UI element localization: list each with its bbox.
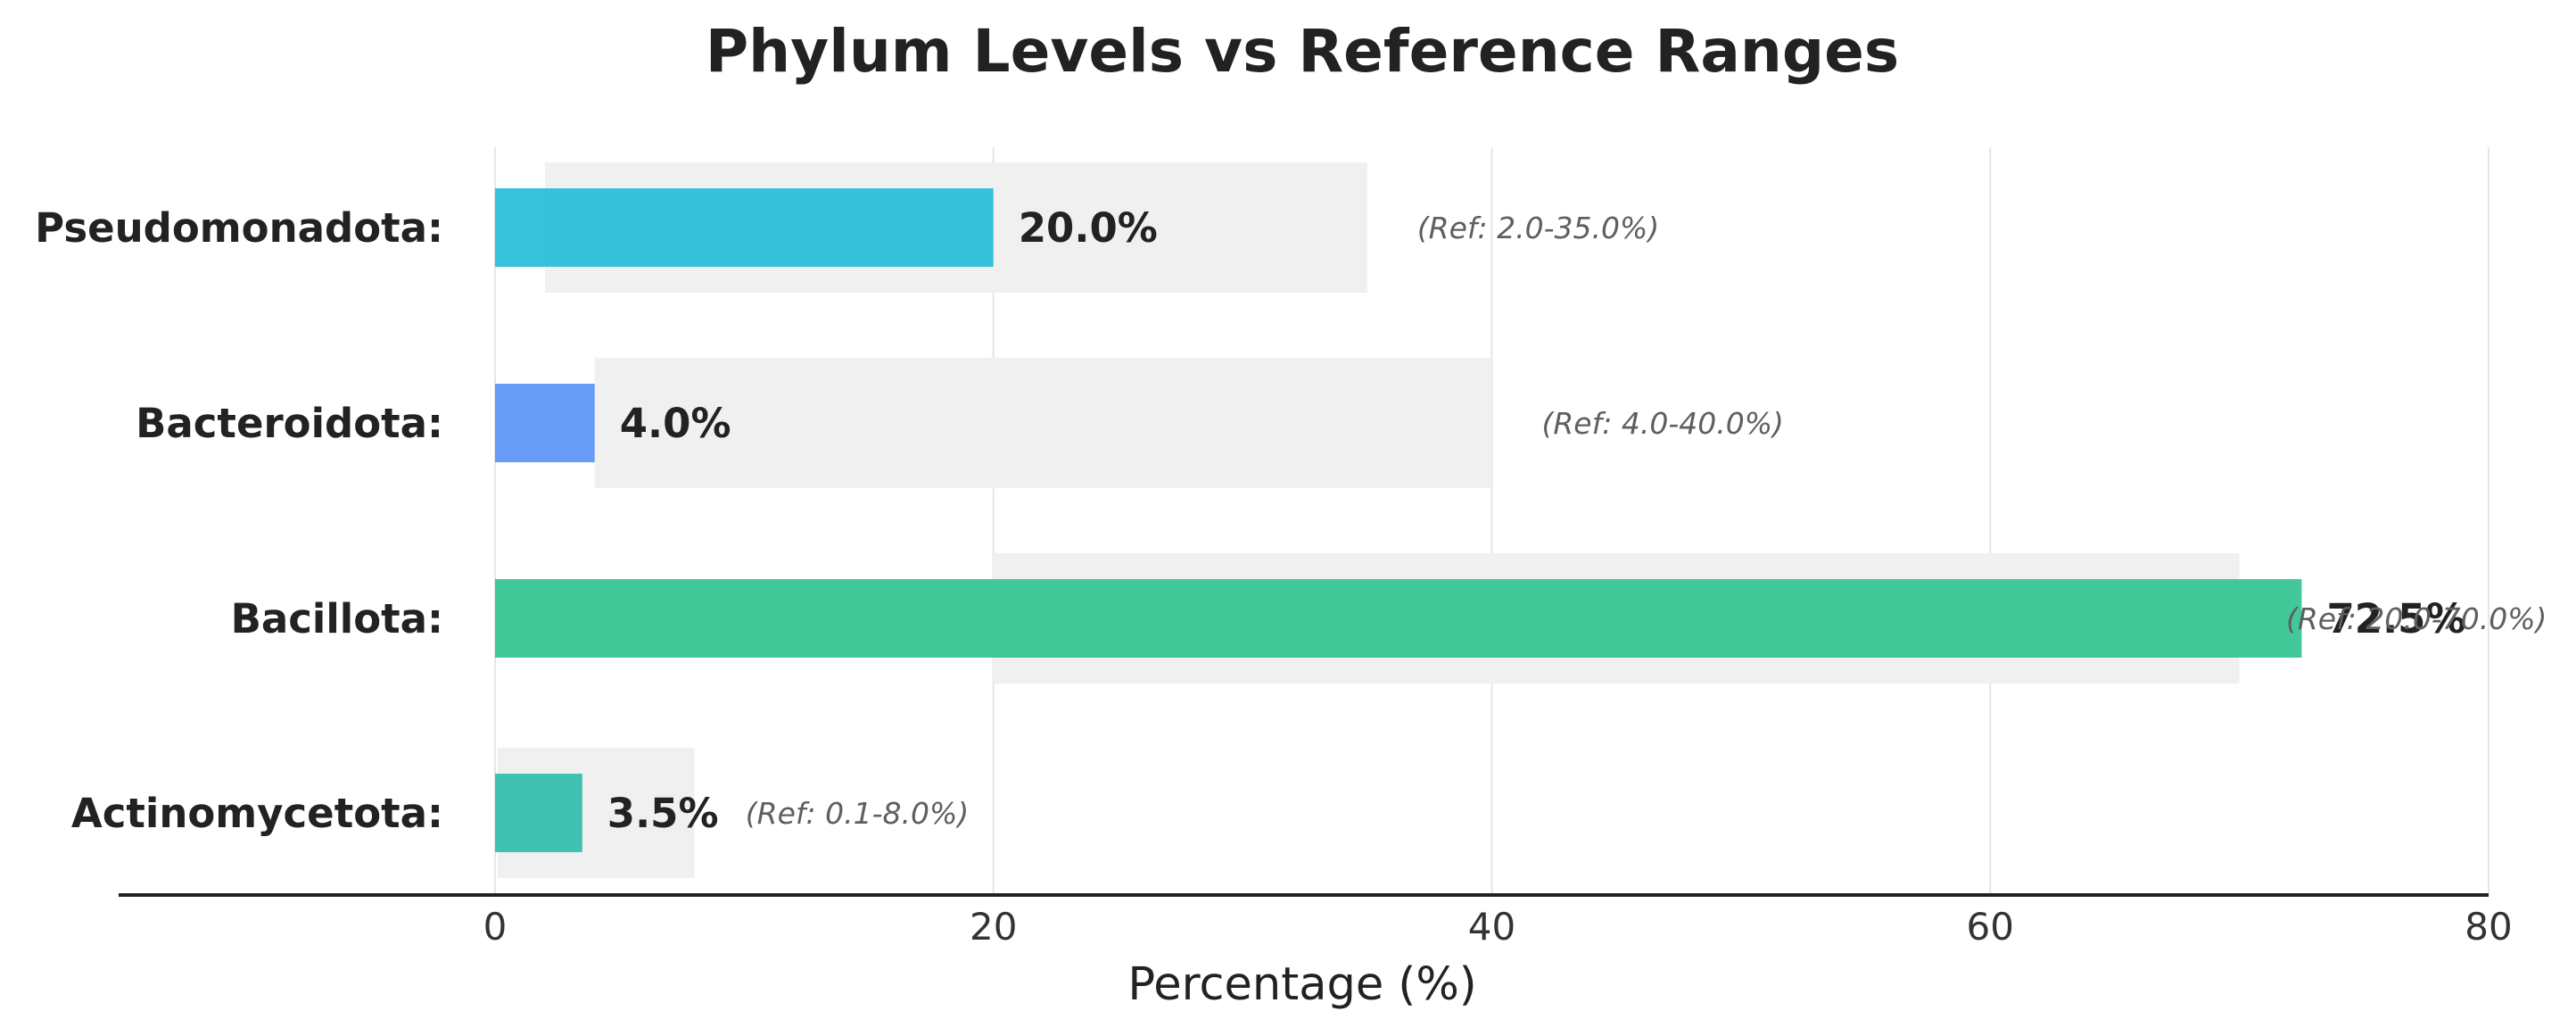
labels: Pseudomonadota: 20.0% (Ref: 2.0-35.0%) Bact… <box>35 204 2547 837</box>
reference-label: (Ref: 2.0-35.0%) <box>1417 211 1659 245</box>
category-label: Bacteroidota: <box>136 400 443 447</box>
category-label: Actinomycetota: <box>71 790 443 837</box>
reference-label: (Ref: 0.1-8.0%) <box>746 796 969 831</box>
chart-title: Phylum Levels vs Reference Ranges <box>706 17 1899 86</box>
reference-label: (Ref: 4.0-40.0%) <box>1542 406 1784 441</box>
x-tick-label: 20 <box>970 905 1017 949</box>
bars <box>495 188 2302 852</box>
value-label: 20.0% <box>1019 204 1158 252</box>
reference-bands <box>497 162 2240 878</box>
bar <box>495 774 582 852</box>
x-tick-label: 80 <box>2465 905 2512 949</box>
x-tick-label: 40 <box>1468 905 1515 949</box>
category-label: Bacillota: <box>231 595 443 642</box>
reference-band <box>594 358 1492 488</box>
x-tick-label: 60 <box>1967 905 2014 949</box>
bar <box>495 188 994 267</box>
x-axis: 0 20 40 60 80 <box>119 893 2513 949</box>
x-axis-title: Percentage (%) <box>1127 958 1476 1011</box>
x-tick-label: 0 <box>483 905 508 949</box>
bar <box>495 384 595 462</box>
value-label: 4.0% <box>620 400 731 447</box>
value-label: 3.5% <box>607 790 719 837</box>
category-label: Pseudomonadota: <box>35 204 443 252</box>
bar <box>495 579 2302 658</box>
value-label: 72.5% <box>2326 595 2465 642</box>
reference-label: (Ref: 20.0-70.0%) <box>2286 601 2547 636</box>
